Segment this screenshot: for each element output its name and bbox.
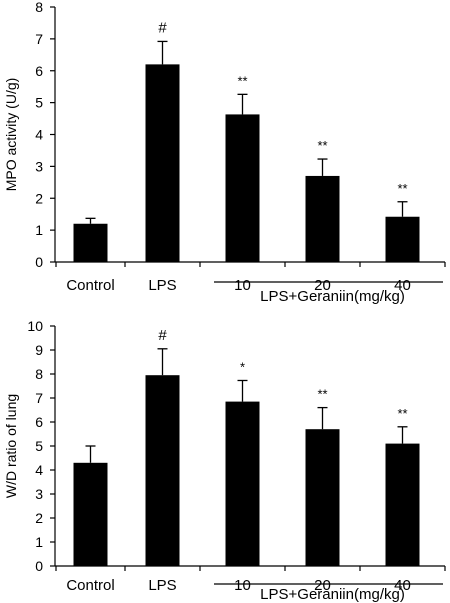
y-tick-label: 5 — [35, 95, 43, 111]
y-axis-label: MPO activity (U/g) — [3, 78, 19, 192]
y-tick-label: 9 — [35, 342, 43, 358]
bar — [225, 401, 260, 566]
bar — [385, 216, 420, 262]
y-tick-label: 7 — [35, 31, 43, 47]
significance-mark: ** — [317, 138, 327, 153]
y-tick-label: 2 — [35, 510, 43, 526]
y-tick-label: 3 — [35, 158, 43, 174]
y-tick-label: 0 — [35, 254, 43, 270]
significance-mark: # — [158, 19, 167, 36]
group-label: LPS+Geraniin(mg/kg) — [260, 586, 405, 603]
y-tick-label: 4 — [35, 127, 43, 143]
y-tick-label: 10 — [27, 318, 43, 334]
y-tick-label: 4 — [35, 462, 43, 478]
category-label: 40 — [394, 277, 411, 294]
bar — [73, 462, 108, 566]
category-label: Control — [66, 577, 114, 594]
y-axis-label: W/D ratio of lung — [3, 394, 19, 498]
category-label: 10 — [234, 277, 251, 294]
significance-mark: * — [240, 359, 245, 374]
y-tick-label: 1 — [35, 222, 43, 238]
y-tick-label: 6 — [35, 414, 43, 430]
mpo-activity-chart: 0 1 2 3 4 5 6 7 8 MPO activity (U/g) Control # LPS **… — [3, 0, 446, 305]
bar — [73, 223, 108, 262]
category-label: Control — [66, 277, 114, 294]
category-label: 20 — [314, 277, 331, 294]
category-label: LPS — [148, 277, 176, 294]
category-label: 10 — [234, 577, 251, 594]
wd-ratio-chart: 0 1 2 3 4 5 6 7 8 9 10 W/D ratio of lung Control # LPS… — [3, 318, 446, 603]
significance-mark: ** — [317, 387, 327, 402]
bar — [145, 375, 180, 566]
category-label: 20 — [314, 577, 331, 594]
significance-mark: ** — [397, 181, 407, 196]
bar — [305, 429, 340, 566]
y-tick-label: 8 — [35, 366, 43, 382]
y-tick-label: 6 — [35, 63, 43, 79]
significance-mark: ** — [237, 73, 247, 88]
significance-mark: ** — [397, 406, 407, 421]
group-label: LPS+Geraniin(mg/kg) — [260, 288, 405, 305]
bar — [385, 443, 420, 566]
category-label: 40 — [394, 577, 411, 594]
significance-mark: # — [158, 327, 167, 344]
y-tick-label: 7 — [35, 390, 43, 406]
y-tick-label: 8 — [35, 0, 43, 15]
category-label: LPS — [148, 577, 176, 594]
bar — [305, 175, 340, 262]
y-tick-label: 3 — [35, 486, 43, 502]
y-tick-label: 1 — [35, 534, 43, 550]
y-tick-label: 5 — [35, 438, 43, 454]
bar — [145, 64, 180, 262]
bar — [225, 114, 260, 262]
y-tick-label: 2 — [35, 190, 43, 206]
y-tick-label: 0 — [35, 558, 43, 574]
